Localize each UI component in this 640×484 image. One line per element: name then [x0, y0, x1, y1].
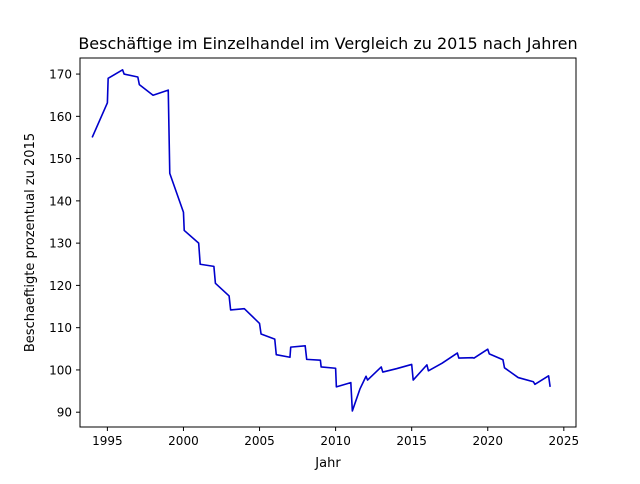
- x-tick-label: 2020: [472, 434, 503, 448]
- chart-title: Beschäftige im Einzelhandel im Vergleich…: [78, 34, 577, 53]
- y-tick-label: 90: [57, 406, 72, 420]
- y-tick-label: 140: [49, 194, 72, 208]
- y-tick-label: 150: [49, 152, 72, 166]
- y-tick-label: 170: [49, 68, 72, 82]
- x-tick-label: 1995: [92, 434, 123, 448]
- x-axis-label: Jahr: [314, 456, 341, 471]
- x-axis: 1995 2000 2005 2010 2015 2020 2025: [92, 427, 579, 448]
- series-line-0: [91, 69, 551, 412]
- y-tick-label: 100: [49, 363, 72, 377]
- x-tick-label: 2025: [549, 434, 580, 448]
- x-tick-label: 2000: [168, 434, 199, 448]
- x-tick-label: 2005: [244, 434, 275, 448]
- x-tick-label: 2010: [320, 434, 351, 448]
- y-tick-label: 120: [49, 279, 72, 293]
- y-tick-label: 160: [49, 110, 72, 124]
- x-tick-label: 2015: [396, 434, 427, 448]
- axes-frame: [79, 57, 577, 428]
- y-tick-label: 110: [49, 321, 72, 335]
- y-axis-label: Beschaeftigte prozentual zu 2015: [23, 133, 38, 352]
- y-axis: 90 100 110 120 130 140 150 160 170: [49, 68, 80, 420]
- y-tick-label: 130: [49, 237, 72, 251]
- plot-area: [91, 69, 551, 412]
